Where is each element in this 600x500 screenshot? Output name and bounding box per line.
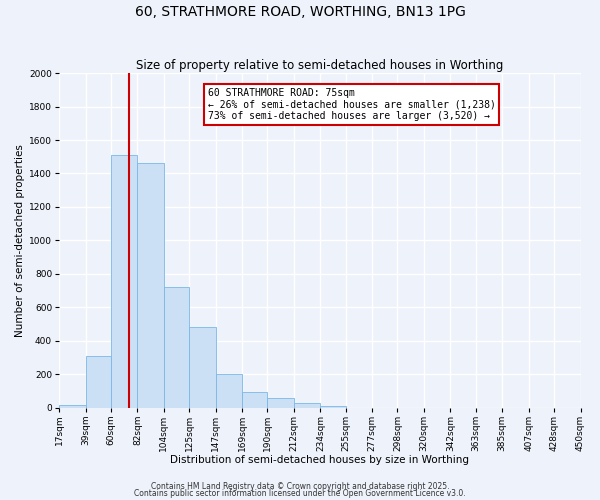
- Bar: [268, 398, 294, 407]
- Bar: [320, 406, 346, 407]
- Bar: [111, 155, 137, 407]
- Text: Contains public sector information licensed under the Open Government Licence v3: Contains public sector information licen…: [134, 490, 466, 498]
- Bar: [137, 164, 164, 408]
- Bar: [59, 405, 86, 407]
- Bar: [242, 392, 268, 407]
- Bar: [294, 404, 320, 407]
- Title: Size of property relative to semi-detached houses in Worthing: Size of property relative to semi-detach…: [136, 59, 503, 72]
- Text: 60 STRATHMORE ROAD: 75sqm
← 26% of semi-detached houses are smaller (1,238)
73% : 60 STRATHMORE ROAD: 75sqm ← 26% of semi-…: [208, 88, 496, 122]
- Y-axis label: Number of semi-detached properties: Number of semi-detached properties: [15, 144, 25, 337]
- Bar: [189, 328, 215, 407]
- Text: Contains HM Land Registry data © Crown copyright and database right 2025.: Contains HM Land Registry data © Crown c…: [151, 482, 449, 491]
- Text: 60, STRATHMORE ROAD, WORTHING, BN13 1PG: 60, STRATHMORE ROAD, WORTHING, BN13 1PG: [134, 5, 466, 19]
- X-axis label: Distribution of semi-detached houses by size in Worthing: Distribution of semi-detached houses by …: [170, 455, 469, 465]
- Bar: [164, 287, 189, 408]
- Bar: [86, 356, 111, 408]
- Bar: [215, 374, 242, 408]
